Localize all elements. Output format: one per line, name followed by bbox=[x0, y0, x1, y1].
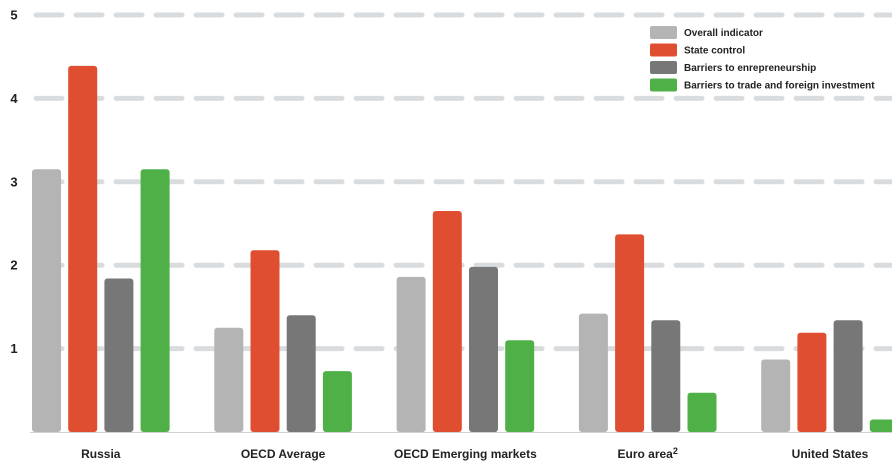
bar bbox=[615, 234, 645, 432]
category-label-superscript: 2 bbox=[673, 446, 678, 456]
bar bbox=[322, 371, 352, 432]
category-label: OECD Emerging markets bbox=[394, 447, 537, 461]
y-tick-label: 1 bbox=[10, 341, 17, 356]
bar bbox=[687, 392, 717, 432]
bar bbox=[432, 210, 462, 432]
category-label: Euro area2 bbox=[618, 446, 678, 461]
bar bbox=[869, 419, 892, 432]
category-label: OECD Average bbox=[241, 447, 326, 461]
legend-label: Barriers to trade and foreign investment bbox=[684, 81, 875, 92]
legend-label: State control bbox=[684, 46, 745, 57]
bar bbox=[396, 276, 426, 432]
bar bbox=[250, 250, 280, 432]
y-tick-label: 2 bbox=[10, 258, 17, 273]
bar bbox=[140, 169, 170, 433]
legend-swatch bbox=[650, 26, 677, 39]
legend-swatch bbox=[650, 78, 677, 92]
y-axis: 1 2 3 4 5 bbox=[10, 8, 892, 433]
legend-swatch bbox=[650, 61, 677, 74]
bar bbox=[761, 359, 791, 432]
legend-label: Overall indicator bbox=[684, 28, 763, 39]
bar bbox=[505, 340, 535, 432]
bar bbox=[833, 320, 863, 432]
bar bbox=[651, 320, 681, 432]
bar bbox=[104, 278, 134, 432]
bar bbox=[469, 266, 498, 432]
legend-swatch bbox=[650, 43, 677, 57]
bar bbox=[214, 327, 244, 432]
bar bbox=[797, 332, 827, 432]
category-label: United States bbox=[792, 447, 869, 461]
category-label: Russia bbox=[81, 447, 121, 461]
bars bbox=[32, 65, 892, 433]
y-tick-label: 3 bbox=[10, 174, 17, 189]
legend: Overall indicator State control Barriers t… bbox=[650, 26, 875, 92]
bar bbox=[68, 65, 98, 433]
legend-label: Barriers to enrepreneurship bbox=[684, 63, 816, 74]
bar bbox=[578, 313, 608, 432]
bar bbox=[286, 315, 316, 432]
x-axis: Russia OECD Average OECD Emerging markets E… bbox=[81, 446, 869, 461]
grid-layer bbox=[33, 12, 892, 352]
bar bbox=[32, 169, 61, 433]
y-tick-label: 4 bbox=[10, 91, 18, 106]
y-tick-label: 5 bbox=[10, 8, 17, 23]
